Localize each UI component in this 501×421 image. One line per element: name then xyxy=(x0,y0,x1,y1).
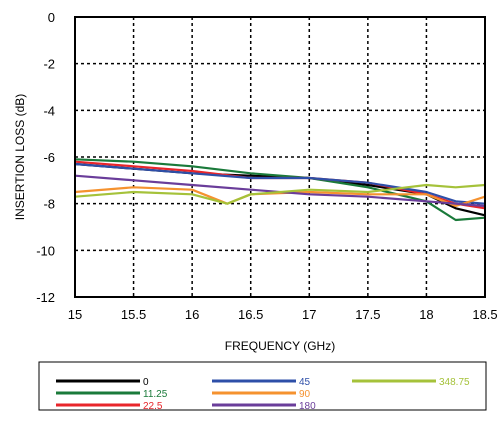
legend-label: 0 xyxy=(143,377,149,388)
x-tick-label: 16 xyxy=(185,307,199,322)
legend-label: 90 xyxy=(299,389,311,400)
x-tick-label: 15 xyxy=(68,307,82,322)
y-tick-label: -8 xyxy=(43,197,55,212)
series-line-0 xyxy=(74,162,486,217)
legend-label: 11.25 xyxy=(143,389,168,400)
x-tick-label: 18 xyxy=(419,307,433,322)
y-tick-label: -10 xyxy=(36,243,55,258)
y-tick-label: -2 xyxy=(43,57,55,72)
grid-lines xyxy=(75,17,485,297)
series-line-348.75 xyxy=(74,183,486,205)
y-tick-label: -4 xyxy=(43,103,55,118)
series-line-180 xyxy=(74,174,486,208)
x-tick-label: 17.5 xyxy=(355,307,380,322)
plot-frame xyxy=(74,16,486,298)
y-tick-label: 0 xyxy=(48,10,55,25)
legend-box xyxy=(38,361,487,411)
x-tick-labels: 15 15.5 16 16.5 17 17.5 18 18.5 xyxy=(68,307,498,322)
x-tick-label: 17 xyxy=(302,307,316,322)
y-tick-label: -6 xyxy=(43,150,55,165)
y-tick-label: -12 xyxy=(36,290,55,305)
legend-label: 22.5 xyxy=(143,401,163,412)
x-tick-label: 16.5 xyxy=(238,307,263,322)
y-axis-label: INSERTION LOSS (dB) xyxy=(13,94,27,220)
series-line-45 xyxy=(74,162,486,205)
x-tick-label: 18.5 xyxy=(472,307,497,322)
y-tick-labels: 0 -2 -4 -6 -8 -10 -12 xyxy=(36,10,55,305)
legend-label: 348.75 xyxy=(439,377,470,388)
x-axis-label: FREQUENCY (GHz) xyxy=(225,339,335,353)
series-layer xyxy=(74,158,486,222)
legend-label: 180 xyxy=(299,401,316,412)
x-tick-label: 15.5 xyxy=(121,307,146,322)
series-line-90 xyxy=(74,186,486,208)
legend-label: 45 xyxy=(299,377,311,388)
